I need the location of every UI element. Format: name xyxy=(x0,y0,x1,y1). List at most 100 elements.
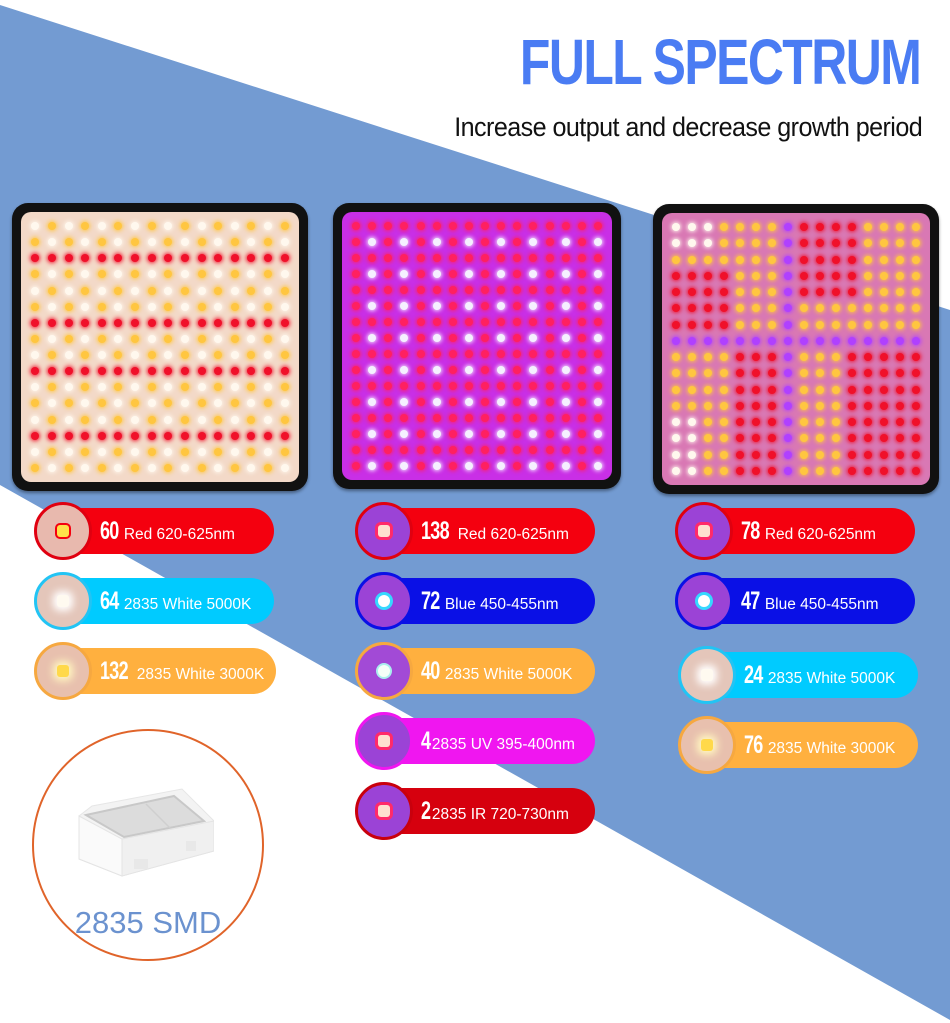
led-dot xyxy=(214,463,223,472)
led-dot xyxy=(577,302,586,310)
led-dot xyxy=(352,398,361,406)
led-dot xyxy=(848,255,856,264)
led-dot xyxy=(247,351,256,360)
led-dot xyxy=(896,223,904,232)
led-dot xyxy=(264,334,273,343)
led-dot xyxy=(736,401,744,410)
led-dot xyxy=(147,334,156,343)
led-dot xyxy=(384,222,393,230)
badge-white-5000k: 40 2835 White 5000K xyxy=(355,642,595,700)
led-dot xyxy=(384,350,393,358)
led-dot xyxy=(180,254,189,263)
led-dot xyxy=(513,462,522,470)
led-dot xyxy=(416,430,425,438)
led-dot xyxy=(368,398,377,406)
led-dot xyxy=(131,302,140,311)
led-dot xyxy=(114,367,123,376)
led-dot xyxy=(513,254,522,262)
led-dot xyxy=(752,434,760,443)
led-dot xyxy=(47,463,56,472)
led-dot xyxy=(816,353,824,362)
led-dot xyxy=(247,318,256,327)
led-dot xyxy=(31,286,40,295)
led-dot xyxy=(529,414,538,422)
led-dot xyxy=(880,336,888,345)
led-dot xyxy=(593,430,602,438)
led-chip-icon xyxy=(678,646,736,704)
led-type-label: Blue 450-455nm xyxy=(764,595,879,613)
led-dot xyxy=(497,366,506,374)
led-dot xyxy=(400,398,409,406)
led-dot xyxy=(64,286,73,295)
led-dot xyxy=(481,430,490,438)
led-dot xyxy=(832,466,840,475)
led-dot xyxy=(848,336,856,345)
led-dot xyxy=(545,462,554,470)
led-count: 78 xyxy=(741,516,760,545)
led-dot xyxy=(672,304,680,313)
led-dot xyxy=(481,334,490,342)
led-dot xyxy=(214,447,223,456)
led-dot xyxy=(896,288,904,297)
led-dot xyxy=(47,318,56,327)
led-dot xyxy=(561,318,570,326)
led-dot xyxy=(768,271,776,280)
led-dot xyxy=(352,270,361,278)
led-dot xyxy=(481,350,490,358)
led-dot xyxy=(464,414,473,422)
led-dot xyxy=(384,382,393,390)
led-dot xyxy=(164,254,173,263)
led-dot xyxy=(400,222,409,230)
led-dot xyxy=(545,254,554,262)
led-dot xyxy=(264,399,273,408)
led-dot xyxy=(448,398,457,406)
led-dot xyxy=(81,351,90,360)
led-dot xyxy=(147,447,156,456)
led-dot xyxy=(688,418,696,427)
led-dot xyxy=(147,302,156,311)
led-dot xyxy=(264,367,273,376)
led-dot xyxy=(481,270,490,278)
led-panel-warm-white xyxy=(12,203,308,491)
led-dot xyxy=(688,369,696,378)
led-dot xyxy=(230,222,239,231)
led-dot xyxy=(672,369,680,378)
led-dot xyxy=(800,418,808,427)
led-dot xyxy=(848,239,856,248)
led-dot xyxy=(448,366,457,374)
led-dot xyxy=(912,418,920,427)
led-dot xyxy=(280,415,289,424)
led-dot xyxy=(896,385,904,394)
led-dot xyxy=(688,353,696,362)
led-dot xyxy=(81,463,90,472)
led-dot xyxy=(704,450,712,459)
led-dot xyxy=(529,286,538,294)
led-dot xyxy=(784,418,792,427)
led-dot xyxy=(752,304,760,313)
led-dot xyxy=(31,302,40,311)
led-dot xyxy=(352,238,361,246)
led-dot xyxy=(180,367,189,376)
led-dot xyxy=(481,446,490,454)
led-dot xyxy=(577,414,586,422)
led-dot xyxy=(545,350,554,358)
led-dot xyxy=(593,222,602,230)
led-dot xyxy=(848,223,856,232)
led-dot xyxy=(230,254,239,263)
led-dot xyxy=(864,336,872,345)
led-dot xyxy=(672,434,680,443)
led-dot xyxy=(880,239,888,248)
led-dot xyxy=(848,288,856,297)
led-dot xyxy=(896,401,904,410)
led-type-label: 2835 White 5000K xyxy=(767,669,896,687)
led-dot xyxy=(896,369,904,378)
led-dot xyxy=(864,304,872,313)
led-dot xyxy=(64,351,73,360)
led-dot xyxy=(768,401,776,410)
led-dot xyxy=(545,430,554,438)
led-dot xyxy=(131,318,140,327)
led-dot xyxy=(416,462,425,470)
led-dot xyxy=(47,334,56,343)
led-dot xyxy=(432,286,441,294)
led-dot xyxy=(784,271,792,280)
